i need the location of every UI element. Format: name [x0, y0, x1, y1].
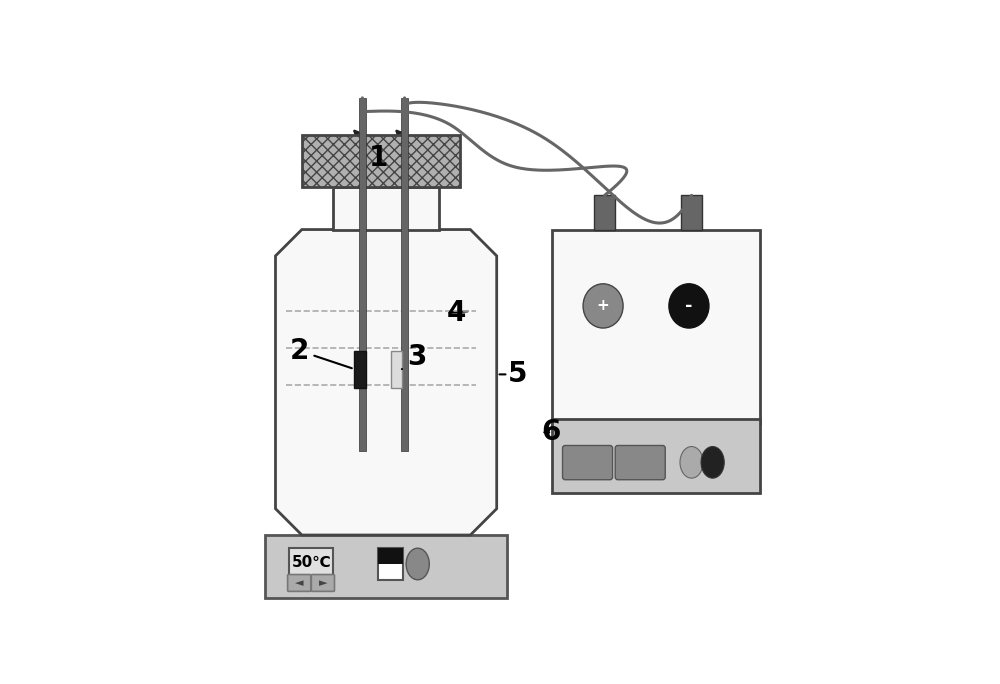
- FancyBboxPatch shape: [311, 575, 334, 592]
- Polygon shape: [275, 230, 497, 535]
- Bar: [552, 419, 760, 493]
- Bar: [681, 196, 702, 230]
- Ellipse shape: [680, 447, 703, 478]
- Text: ◄: ◄: [295, 578, 303, 588]
- Text: -: -: [685, 297, 693, 315]
- Bar: [265, 535, 507, 598]
- Bar: [552, 230, 760, 424]
- Bar: [359, 98, 366, 451]
- Bar: [378, 548, 403, 564]
- Text: 2: 2: [290, 337, 352, 368]
- Bar: [378, 548, 403, 580]
- Bar: [289, 548, 333, 577]
- Text: +: +: [597, 298, 609, 313]
- Ellipse shape: [406, 548, 429, 580]
- Bar: [302, 135, 460, 187]
- FancyBboxPatch shape: [563, 445, 613, 479]
- Text: 4: 4: [447, 299, 466, 327]
- Ellipse shape: [701, 447, 724, 478]
- Bar: [391, 351, 402, 388]
- Text: 5: 5: [508, 360, 528, 389]
- Ellipse shape: [583, 284, 623, 328]
- Text: 1: 1: [369, 144, 388, 172]
- Text: 6: 6: [541, 419, 561, 447]
- Text: 50℃: 50℃: [291, 555, 331, 570]
- Polygon shape: [333, 187, 439, 230]
- Ellipse shape: [669, 284, 709, 328]
- Text: 3: 3: [402, 343, 426, 371]
- Text: ►: ►: [319, 578, 327, 588]
- Bar: [594, 196, 615, 230]
- FancyBboxPatch shape: [615, 445, 665, 479]
- Bar: [354, 351, 366, 388]
- FancyBboxPatch shape: [288, 575, 311, 592]
- Bar: [401, 98, 408, 451]
